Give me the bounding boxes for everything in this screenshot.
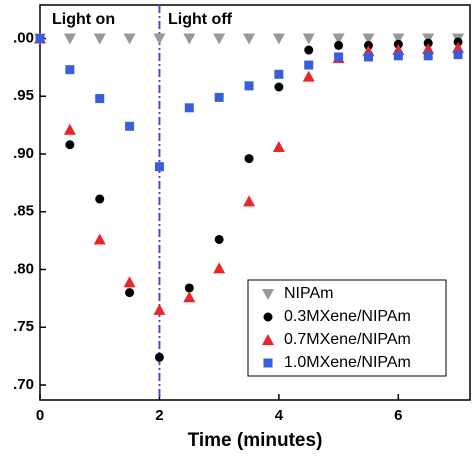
point xyxy=(63,33,76,45)
x-tick-label: 6 xyxy=(394,407,402,424)
point xyxy=(184,103,194,113)
legend-label: 1.0MXene/NIPAm xyxy=(284,354,411,371)
point xyxy=(334,52,344,62)
y-tick-label: .70 xyxy=(13,376,34,393)
point xyxy=(332,33,345,45)
point xyxy=(65,140,75,150)
point xyxy=(363,52,373,62)
point xyxy=(302,70,315,82)
point xyxy=(154,352,164,362)
point xyxy=(262,334,274,345)
point xyxy=(304,45,314,55)
point xyxy=(274,69,284,79)
point xyxy=(65,65,75,75)
annotation: Light off xyxy=(168,11,233,28)
legend-box xyxy=(247,279,447,377)
y-tick-label: .00 xyxy=(13,29,34,46)
x-axis-label: Time (minutes) xyxy=(188,430,323,451)
point xyxy=(362,33,375,45)
y-tick-label: .90 xyxy=(13,145,34,162)
legend-label: 0.3MXene/NIPAm xyxy=(284,308,411,325)
point xyxy=(153,303,166,315)
point xyxy=(272,141,285,153)
y-tick-label: .85 xyxy=(13,203,34,220)
point xyxy=(214,234,224,244)
x-tick-label: 0 xyxy=(36,407,44,424)
point xyxy=(334,40,344,50)
y-tick-label: .95 xyxy=(13,87,34,104)
point xyxy=(95,94,105,104)
point xyxy=(154,162,164,172)
point xyxy=(453,50,463,60)
point xyxy=(302,33,315,45)
point xyxy=(244,81,254,91)
point xyxy=(213,262,226,274)
legend-label: NIPAm xyxy=(284,285,333,302)
point xyxy=(125,121,135,131)
y-tick-label: .75 xyxy=(13,318,34,335)
y-tick-label: .80 xyxy=(13,260,34,277)
x-tick-label: 4 xyxy=(275,407,284,424)
point xyxy=(262,289,274,300)
point xyxy=(153,33,166,45)
point xyxy=(35,33,45,43)
x-tick-label: 2 xyxy=(155,407,163,424)
point xyxy=(93,233,106,245)
point xyxy=(123,276,136,288)
point xyxy=(183,33,196,45)
point xyxy=(274,82,284,92)
point xyxy=(95,194,105,204)
point xyxy=(263,358,273,368)
point xyxy=(392,33,405,45)
point xyxy=(272,33,285,45)
point xyxy=(184,283,194,293)
point xyxy=(393,51,403,61)
point xyxy=(183,291,196,303)
point xyxy=(304,60,314,70)
point xyxy=(123,33,136,45)
plot-frame xyxy=(39,4,471,401)
annotation: Light on xyxy=(52,11,115,28)
point xyxy=(263,312,273,322)
point xyxy=(243,33,256,45)
point xyxy=(213,33,226,45)
point xyxy=(423,51,433,61)
point xyxy=(93,33,106,45)
point xyxy=(214,92,224,102)
point xyxy=(63,123,76,135)
point xyxy=(244,154,254,164)
point xyxy=(452,41,465,53)
legend-label: 0.7MXene/NIPAm xyxy=(284,331,411,348)
point xyxy=(422,42,435,54)
point xyxy=(243,195,256,207)
point xyxy=(125,288,135,298)
